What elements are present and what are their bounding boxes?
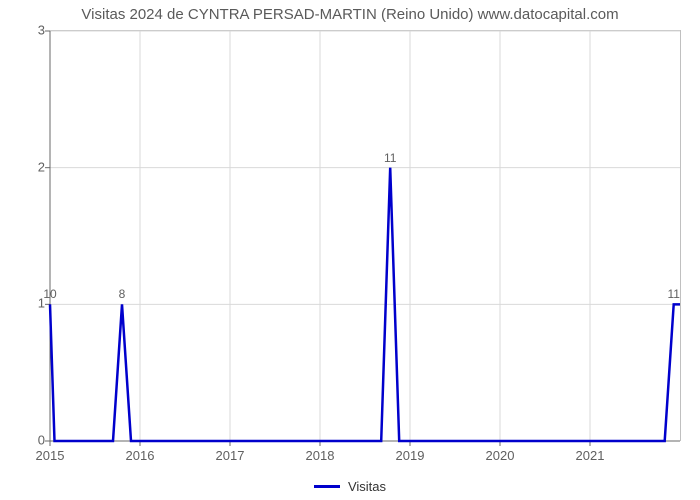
x-tick-label: 2017 [216, 448, 245, 463]
legend-item: Visitas [314, 479, 386, 494]
x-tick-label: 2016 [126, 448, 155, 463]
data-point-label: 11 [384, 151, 396, 165]
data-point-label: 8 [119, 287, 126, 301]
y-tick-label: 2 [5, 159, 45, 174]
x-tick-label: 2021 [576, 448, 605, 463]
legend-label: Visitas [348, 479, 386, 494]
x-tick-label: 2018 [306, 448, 335, 463]
x-tick-label: 2019 [396, 448, 425, 463]
legend: Visitas [0, 475, 700, 494]
legend-swatch [314, 485, 340, 488]
grid-lines [50, 31, 680, 441]
y-tick-label: 0 [5, 433, 45, 448]
chart-title: Visitas 2024 de CYNTRA PERSAD-MARTIN (Re… [0, 6, 700, 23]
data-point-label: 10 [43, 287, 56, 301]
y-tick-label: 1 [5, 296, 45, 311]
y-tick-label: 3 [5, 23, 45, 38]
plot-area [50, 30, 681, 441]
data-point-label: 11 [667, 287, 679, 301]
x-tick-label: 2015 [36, 448, 65, 463]
x-tick-label: 2020 [486, 448, 515, 463]
plot-svg [50, 31, 680, 441]
line-chart: Visitas 2024 de CYNTRA PERSAD-MARTIN (Re… [0, 0, 700, 500]
